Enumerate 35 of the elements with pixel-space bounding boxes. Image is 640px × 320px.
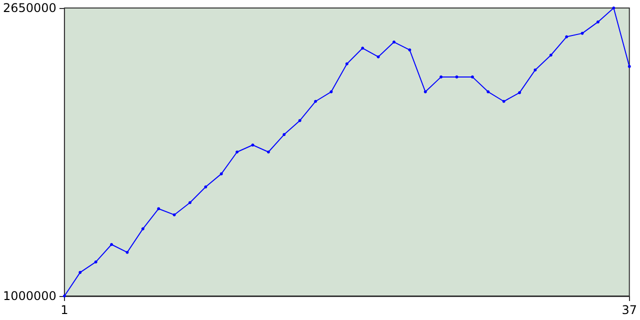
point [141, 227, 144, 230]
y-tick-label: 1000000 [2, 289, 56, 303]
line-series [62, 6, 631, 298]
point [204, 185, 208, 188]
point [282, 133, 286, 136]
point [345, 62, 348, 66]
x-tick-label: 1 [60, 303, 68, 317]
point [251, 144, 254, 147]
point [470, 75, 474, 78]
point [565, 35, 568, 38]
point [612, 6, 616, 10]
point [518, 91, 522, 94]
point [361, 46, 364, 50]
point [408, 48, 412, 52]
point [62, 294, 66, 298]
point [376, 55, 380, 58]
point [188, 201, 192, 204]
point [549, 54, 552, 57]
point [628, 64, 631, 68]
x-tick-label: 37 [622, 303, 638, 317]
point [157, 207, 160, 210]
point [78, 270, 82, 274]
point [298, 119, 302, 122]
point [126, 250, 129, 254]
y-tick-label: 2650000 [2, 1, 56, 15]
point [172, 213, 176, 216]
point [220, 172, 223, 176]
point [330, 90, 333, 94]
point [534, 68, 537, 72]
point [455, 75, 458, 78]
point [314, 100, 318, 103]
point [94, 260, 98, 264]
point [580, 32, 584, 35]
point [440, 75, 443, 78]
point [502, 100, 506, 103]
